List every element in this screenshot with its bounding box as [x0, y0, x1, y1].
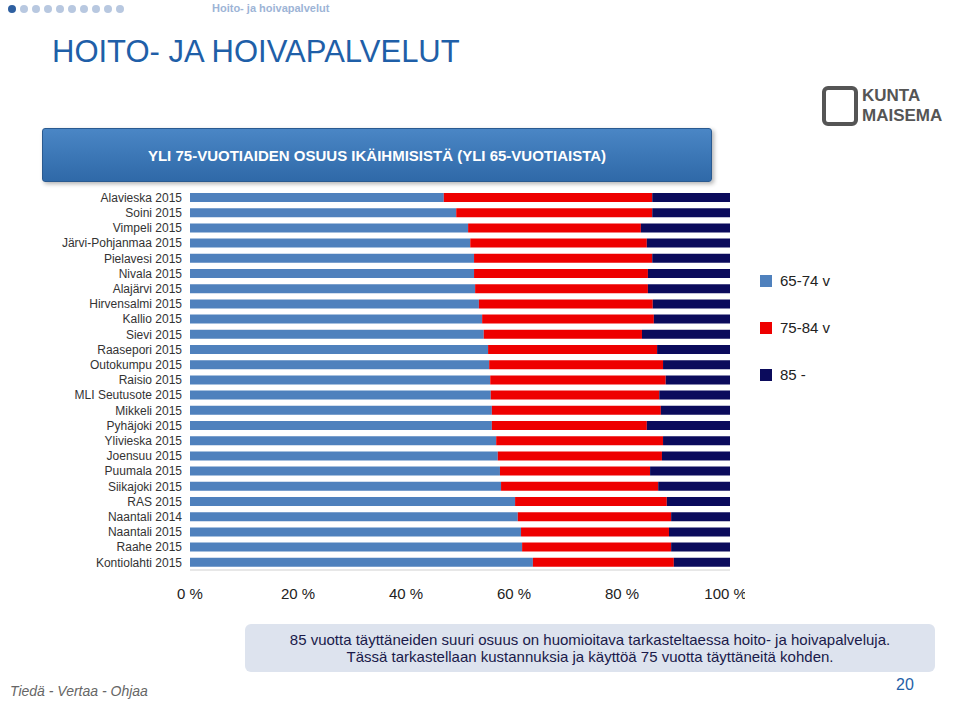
html-text:KUNTA: KUNTA	[862, 86, 921, 105]
svg-text:Raahe 2015: Raahe 2015	[117, 540, 183, 554]
svg-text:Nivala 2015: Nivala 2015	[119, 267, 183, 281]
html-text:85 -: 85 -	[780, 366, 806, 383]
svg-text:Raasepori 2015: Raasepori 2015	[97, 343, 182, 357]
svg-text:80 %: 80 %	[605, 585, 639, 602]
svg-text:Ylivieska 2015: Ylivieska 2015	[105, 434, 183, 448]
svg-text:Outokumpu 2015: Outokumpu 2015	[90, 358, 182, 372]
svg-text:100 %: 100 %	[704, 585, 745, 602]
svg-text:Naantali 2015: Naantali 2015	[108, 525, 182, 539]
svg-text:Naantali 2014: Naantali 2014	[108, 510, 182, 524]
svg-text:Mikkeli 2015: Mikkeli 2015	[115, 404, 182, 418]
svg-text:Joensuu 2015: Joensuu 2015	[107, 449, 183, 463]
svg-text:Pyhäjoki 2015: Pyhäjoki 2015	[107, 419, 183, 433]
html-text:Tässä tarkastellaan kustannuks: Tässä tarkastellaan kustannuksia ja käyt…	[346, 648, 834, 665]
svg-text:Kontiolahti 2015: Kontiolahti 2015	[96, 556, 182, 570]
html-text:65-74 v: 65-74 v	[780, 272, 830, 289]
svg-text:Raisio 2015: Raisio 2015	[119, 373, 183, 387]
svg-text:20 %: 20 %	[281, 585, 315, 602]
svg-text:Sievi 2015: Sievi 2015	[126, 328, 182, 342]
svg-text:Kallio 2015: Kallio 2015	[123, 312, 183, 326]
svg-text:Järvi-Pohjanmaa 2015: Järvi-Pohjanmaa 2015	[62, 236, 182, 250]
svg-text:Siikajoki 2015: Siikajoki 2015	[108, 480, 182, 494]
svg-text:MLI Seutusote 2015: MLI Seutusote 2015	[75, 388, 183, 402]
svg-text:Soini 2015: Soini 2015	[125, 206, 182, 220]
html-text:75-84 v: 75-84 v	[780, 319, 830, 336]
svg-text:60 %: 60 %	[497, 585, 531, 602]
svg-text:Puumala 2015: Puumala 2015	[105, 464, 183, 478]
svg-text:Hirvensalmi 2015: Hirvensalmi 2015	[89, 297, 182, 311]
svg-text:0 %: 0 %	[177, 585, 203, 602]
html-text:Hoito- ja hoivapalvelut: Hoito- ja hoivapalvelut	[212, 2, 330, 14]
svg-text:Alavieska 2015: Alavieska 2015	[101, 191, 183, 205]
svg-text:Vimpeli 2015: Vimpeli 2015	[113, 221, 182, 235]
svg-text:Pielavesi 2015: Pielavesi 2015	[104, 252, 182, 266]
svg-text:Alajärvi 2015: Alajärvi 2015	[113, 282, 183, 296]
svg-text:RAS 2015: RAS 2015	[127, 495, 182, 509]
svg-text:40 %: 40 %	[389, 585, 423, 602]
html-text:20: 20	[896, 676, 914, 693]
html-text:MAISEMA: MAISEMA	[862, 106, 943, 125]
html-text:Tiedä - Vertaa - Ohjaa: Tiedä - Vertaa - Ohjaa	[10, 683, 148, 699]
html-text:85 vuotta täyttäneiden suuri o: 85 vuotta täyttäneiden suuri osuus on hu…	[289, 631, 891, 648]
html-text:YLI 75-VUOTIAIDEN OSUUS IKÄIHM: YLI 75-VUOTIAIDEN OSUUS IKÄIHMISISTÄ (YL…	[148, 146, 606, 164]
html-text:HOITO- JA HOIVAPALVELUT: HOITO- JA HOIVAPALVELUT	[52, 34, 460, 69]
